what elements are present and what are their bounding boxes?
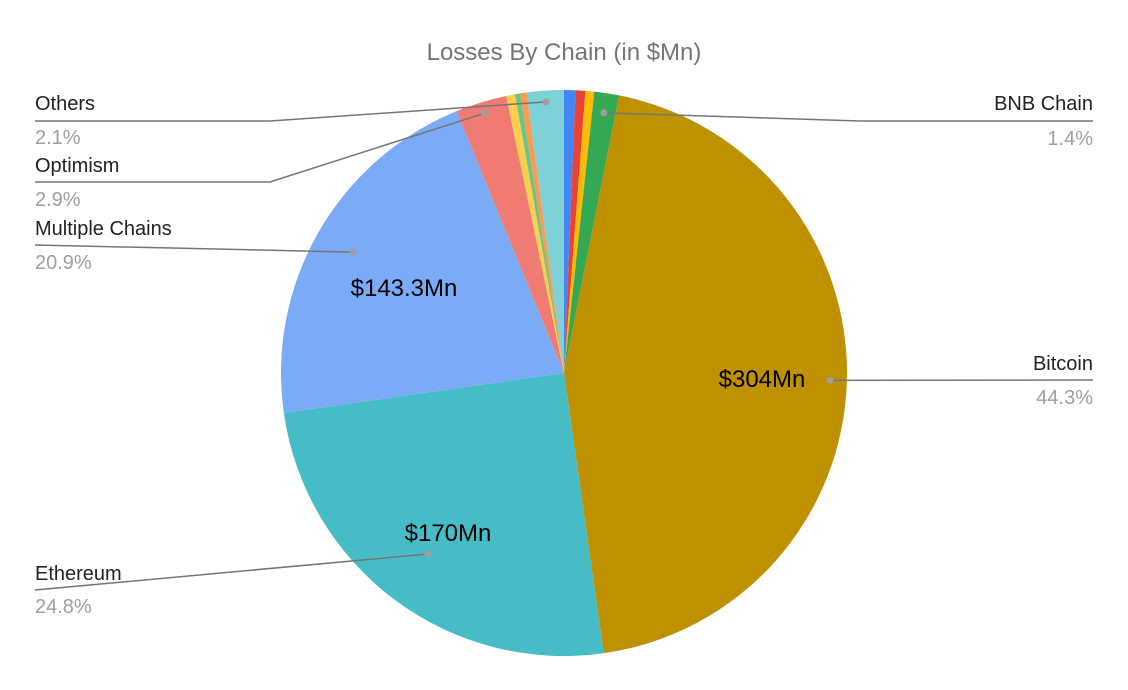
slice-minor-0 [564,90,576,373]
slice-others [526,90,564,373]
slice-minor-8 [506,94,564,373]
callout-line-multiple-chains [34,244,353,253]
legend-label-optimism: Optimism [35,155,119,177]
legend-pct-bnb-chain: 1.4% [1047,128,1093,150]
legend-pct-ethereum: 24.8% [35,596,92,618]
callout-line-others [35,101,547,122]
legend-pct-multiple-chains: 20.9% [35,252,92,274]
legend-label-ethereum: Ethereum [35,563,122,585]
slice-ethereum [283,373,604,657]
slice-minor-1 [564,90,586,374]
value-label-multiple-chains: $143.3Mn [351,275,458,302]
legend-pct-others: 2.1% [35,127,81,149]
callout-dot-others [542,98,550,106]
slice-minor-10 [520,92,564,373]
callout-dot-optimism [480,109,488,117]
slice-minor-9 [514,93,564,374]
slice-optimism [456,95,564,373]
callout-lines [34,98,1094,591]
callout-line-optimism [35,112,485,183]
slice-bnb-chain [564,91,620,373]
pie-slices [280,90,848,657]
callout-line-bnb-chain [603,112,1093,122]
legend-pct-bitcoin: 44.3% [1036,387,1093,409]
slice-multiple-chains [280,111,564,413]
legend-label-others: Others [35,93,95,115]
slice-minor-2 [564,90,595,373]
callout-dot-ethereum [424,550,432,558]
value-label-bitcoin: $304Mn [719,366,806,393]
callout-dot-bitcoin [826,376,834,384]
callout-dot-bnb-chain [600,109,608,117]
legend-label-bnb-chain: BNB Chain [994,93,1093,115]
callout-line-ethereum [34,553,429,591]
slice-bitcoin [564,95,848,654]
legend-label-multiple-chains: Multiple Chains [35,218,172,240]
value-label-ethereum: $170Mn [405,520,492,547]
legend-pct-optimism: 2.9% [35,189,81,211]
callout-dot-multiple-chains [349,248,357,256]
legend-label-bitcoin: Bitcoin [1033,353,1093,375]
chart-title: Losses By Chain (in $Mn) [427,39,702,66]
